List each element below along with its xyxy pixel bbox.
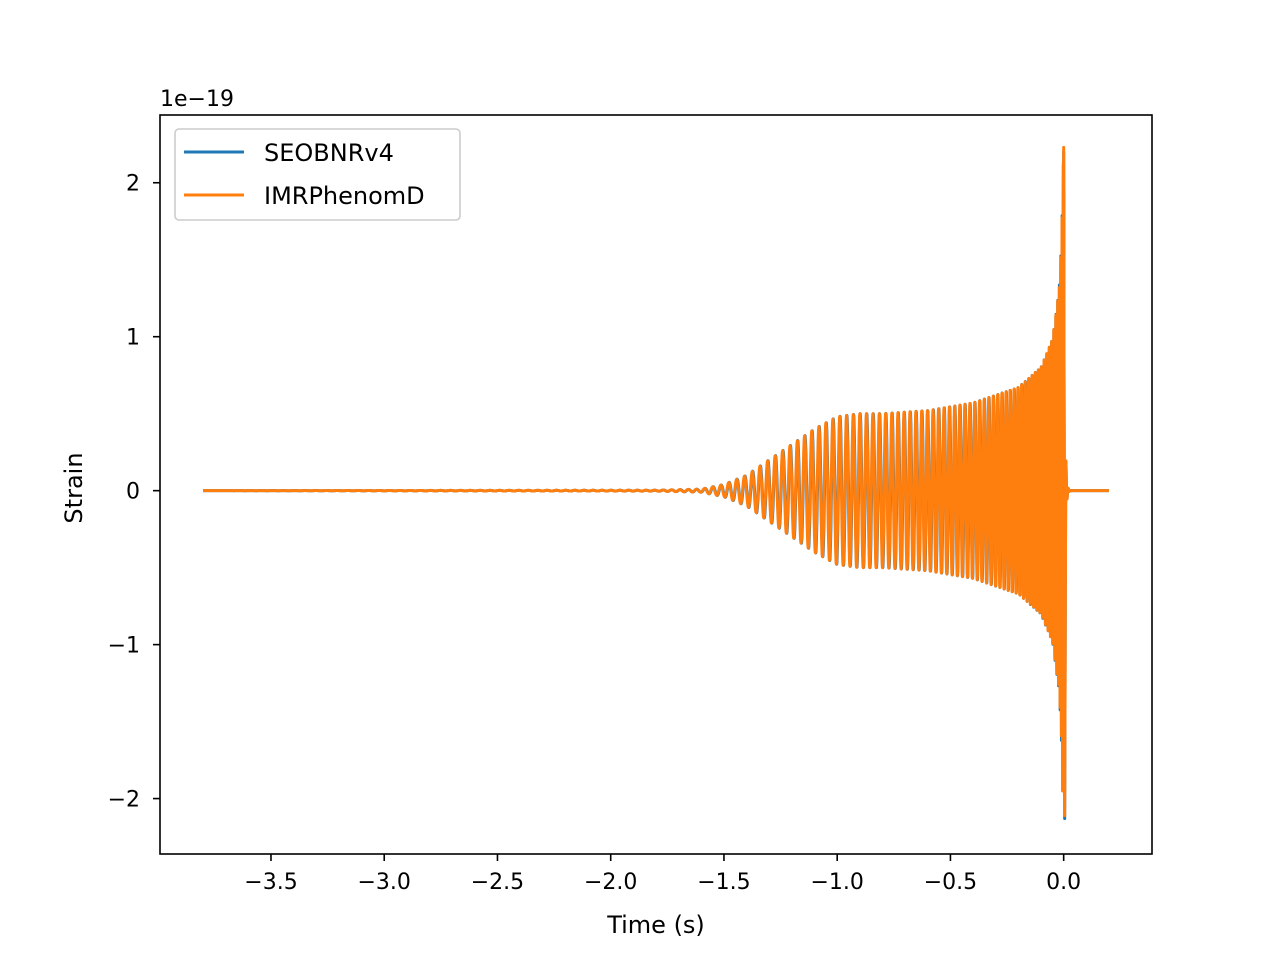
y-multiplier-label: 1e−19 — [160, 87, 234, 112]
x-tick-label: −0.5 — [924, 870, 977, 895]
x-axis-label: Time (s) — [606, 911, 705, 939]
y-tick-label: 0 — [126, 480, 140, 505]
plot-frame — [159, 114, 1153, 855]
x-tick-label: 0.0 — [1046, 870, 1081, 895]
x-tick-label: −1.5 — [697, 870, 750, 895]
legend: SEOBNRv4 IMRPhenomD — [174, 128, 461, 221]
legend-label-seobnrv4: SEOBNRv4 — [264, 139, 394, 167]
y-tick-label: 2 — [126, 172, 140, 197]
x-tick-label: −2.0 — [584, 870, 637, 895]
legend-label-imrphenomd: IMRPhenomD — [264, 182, 425, 210]
x-tick-label: −3.5 — [244, 870, 297, 895]
y-tick-label: −2 — [108, 788, 140, 813]
y-axis: −2 −1 0 1 2 — [108, 172, 160, 813]
series-line-imrphenomd — [201, 161, 1111, 793]
x-axis: −3.5 −3.0 −2.5 −2.0 −1.5 −1.0 −0.5 0.0 — [244, 854, 1081, 895]
x-tick-label: −1.0 — [810, 870, 863, 895]
x-tick-label: −3.0 — [358, 870, 411, 895]
x-tick-label: −2.5 — [471, 870, 524, 895]
y-tick-label: −1 — [108, 634, 140, 659]
y-tick-label: 1 — [126, 326, 140, 351]
y-axis-label: Strain — [60, 452, 88, 523]
legend-box — [174, 128, 461, 221]
series-layer — [201, 145, 1111, 821]
